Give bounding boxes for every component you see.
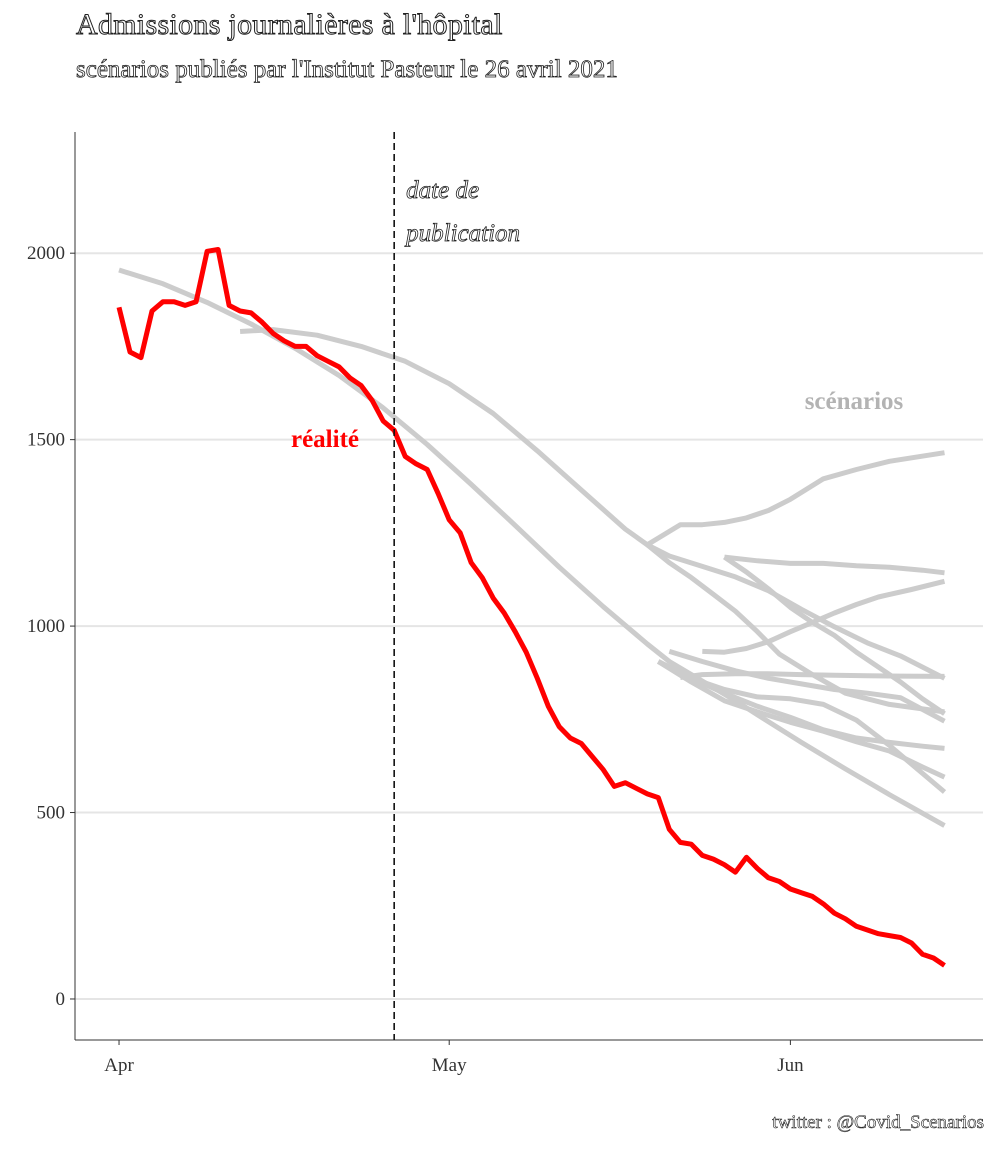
chart-title: Admissions journalières à l'hôpital [76,8,503,42]
annotation-labels: date de publication réalité scénarios [291,177,904,453]
reality-line [116,247,946,968]
twitter-credit: twitter : @Covid_Scenarios [772,1112,984,1134]
x-tick-label-jun: Jun [777,1055,804,1076]
reality-label: réalité [291,426,359,453]
publication-label-line-2: publication [404,220,520,247]
axes: 0 500 1000 1500 2000 Apr May Jun [27,132,983,1076]
y-tick-label-1500: 1500 [27,430,65,451]
y-tick-label-2000: 2000 [27,243,65,264]
y-tick-label-0: 0 [56,989,66,1010]
y-tick-label-500: 500 [37,803,66,824]
gridlines [75,252,983,1000]
x-tick-label-may: May [432,1055,467,1076]
scenario-line-5 [724,554,945,576]
y-tick-label-1000: 1000 [27,616,65,637]
scenario-line-8 [668,649,946,724]
scenarios-label: scénarios [805,388,904,415]
x-tick-label-apr: Apr [104,1055,134,1076]
publication-label-line-1: date de [406,177,479,204]
scenario-line-1 [118,267,946,828]
chart-subtitle: scénarios publiés par l'Institut Pasteur… [76,56,619,84]
scenario-line-9 [679,671,945,680]
scenario-line-6 [722,555,946,716]
scenario-lines [118,267,947,828]
scenario-line-4 [645,542,945,715]
reality-line-path [116,247,946,968]
scenario-line-12 [657,659,947,794]
scenario-line-7 [702,578,946,655]
